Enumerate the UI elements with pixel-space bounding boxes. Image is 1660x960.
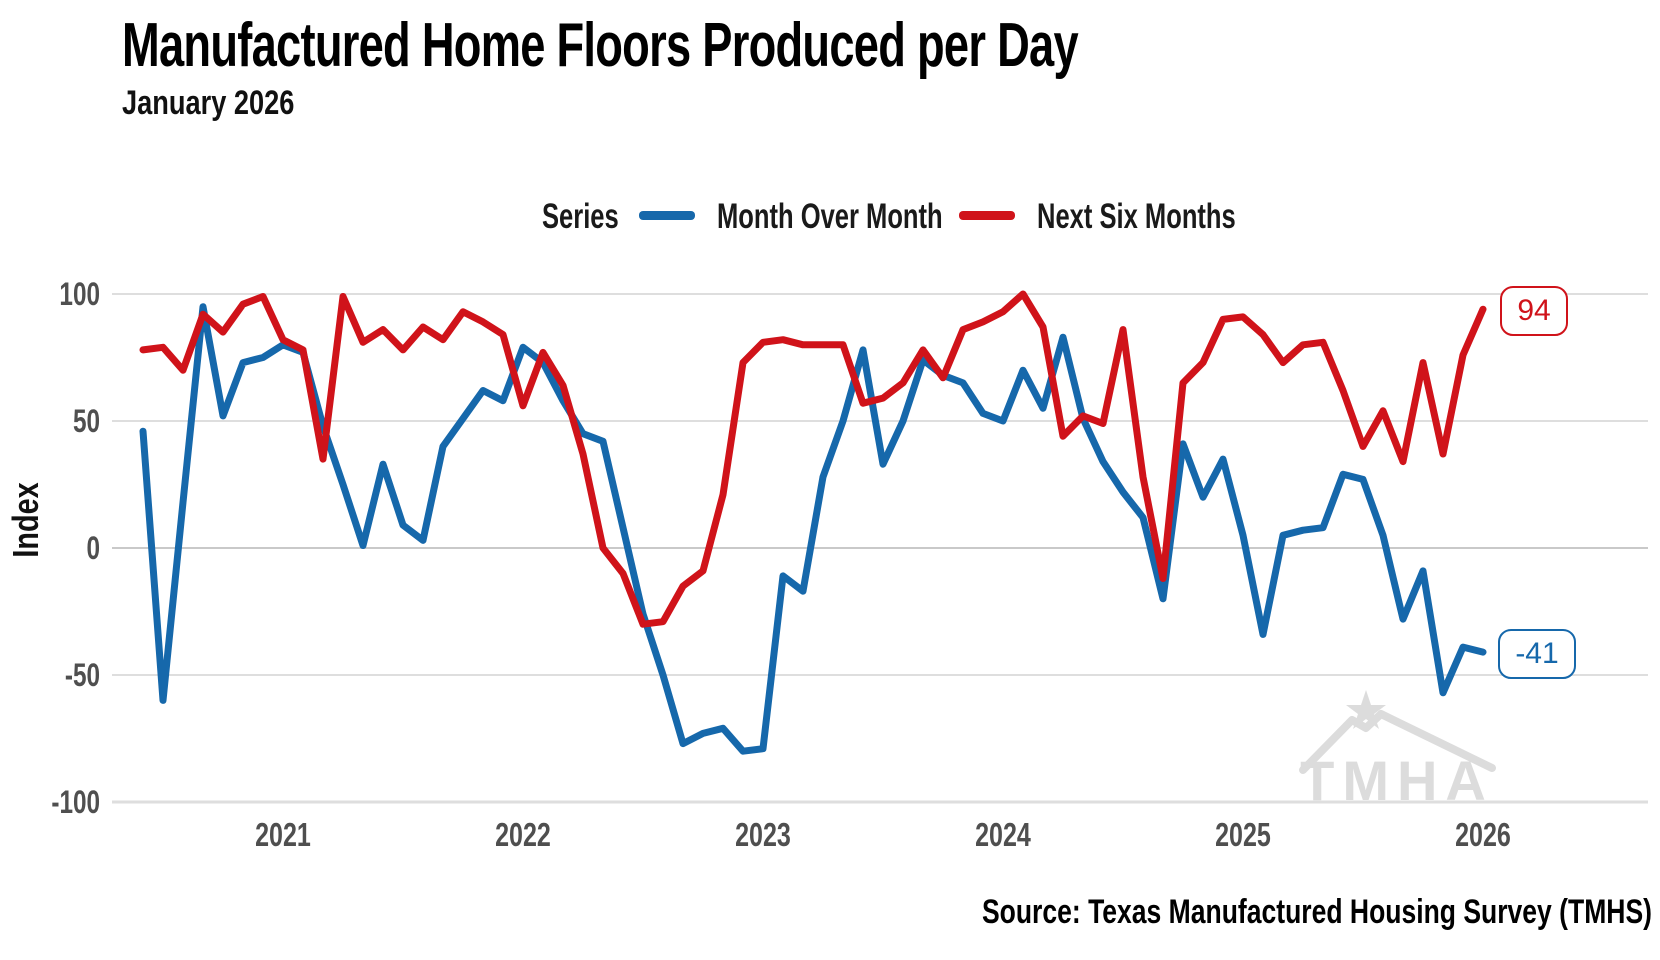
legend-swatch-month-over-month — [639, 211, 695, 220]
series-line-month-over-month — [139, 303, 1487, 755]
x-tick-label-2024: 2024 — [975, 817, 1031, 854]
legend-item-next-six-months: Next Six Months — [1037, 197, 1236, 236]
axis-labels: 100 50 0 -50 -100 2021 2022 2023 2024 2025 2026 — [51, 277, 1511, 854]
series-line-next-six-months — [139, 290, 1487, 628]
legend-swatch-next-six-months — [959, 211, 1015, 220]
y-tick-label-0: 0 — [86, 531, 100, 567]
page-title: Manufactured Home Floors Produced per Da… — [122, 11, 1079, 80]
watermark-text: TMHA — [1300, 749, 1494, 812]
legend-item-month-over-month: Month Over Month — [717, 197, 943, 236]
legend-series-label: Series — [542, 197, 619, 236]
y-tick-label-50: 50 — [73, 404, 100, 440]
source-note: Source: Texas Manufactured Housing Surve… — [982, 893, 1652, 931]
y-tick-label-100: 100 — [59, 277, 100, 313]
y-tick-label--50: -50 — [65, 658, 100, 694]
x-tick-label-2026: 2026 — [1455, 817, 1511, 854]
y-tick-label--100: -100 — [51, 785, 100, 821]
x-tick-label-2023: 2023 — [735, 817, 791, 854]
tmha-watermark: TMHA — [1299, 690, 1496, 812]
y-axis-title: Index — [5, 482, 46, 557]
watermark-roof — [1299, 710, 1496, 774]
x-tick-label-2025: 2025 — [1215, 817, 1271, 854]
end-label-month-over-month: -41 — [1498, 629, 1576, 680]
gridlines — [112, 293, 1648, 804]
series-lines — [139, 290, 1487, 755]
chart-subtitle: January 2026 — [122, 84, 295, 122]
x-tick-label-2021: 2021 — [255, 817, 311, 854]
end-label-next-six-months: 94 — [1500, 286, 1568, 337]
watermark-star-icon — [1346, 690, 1386, 729]
x-tick-label-2022: 2022 — [495, 817, 551, 854]
